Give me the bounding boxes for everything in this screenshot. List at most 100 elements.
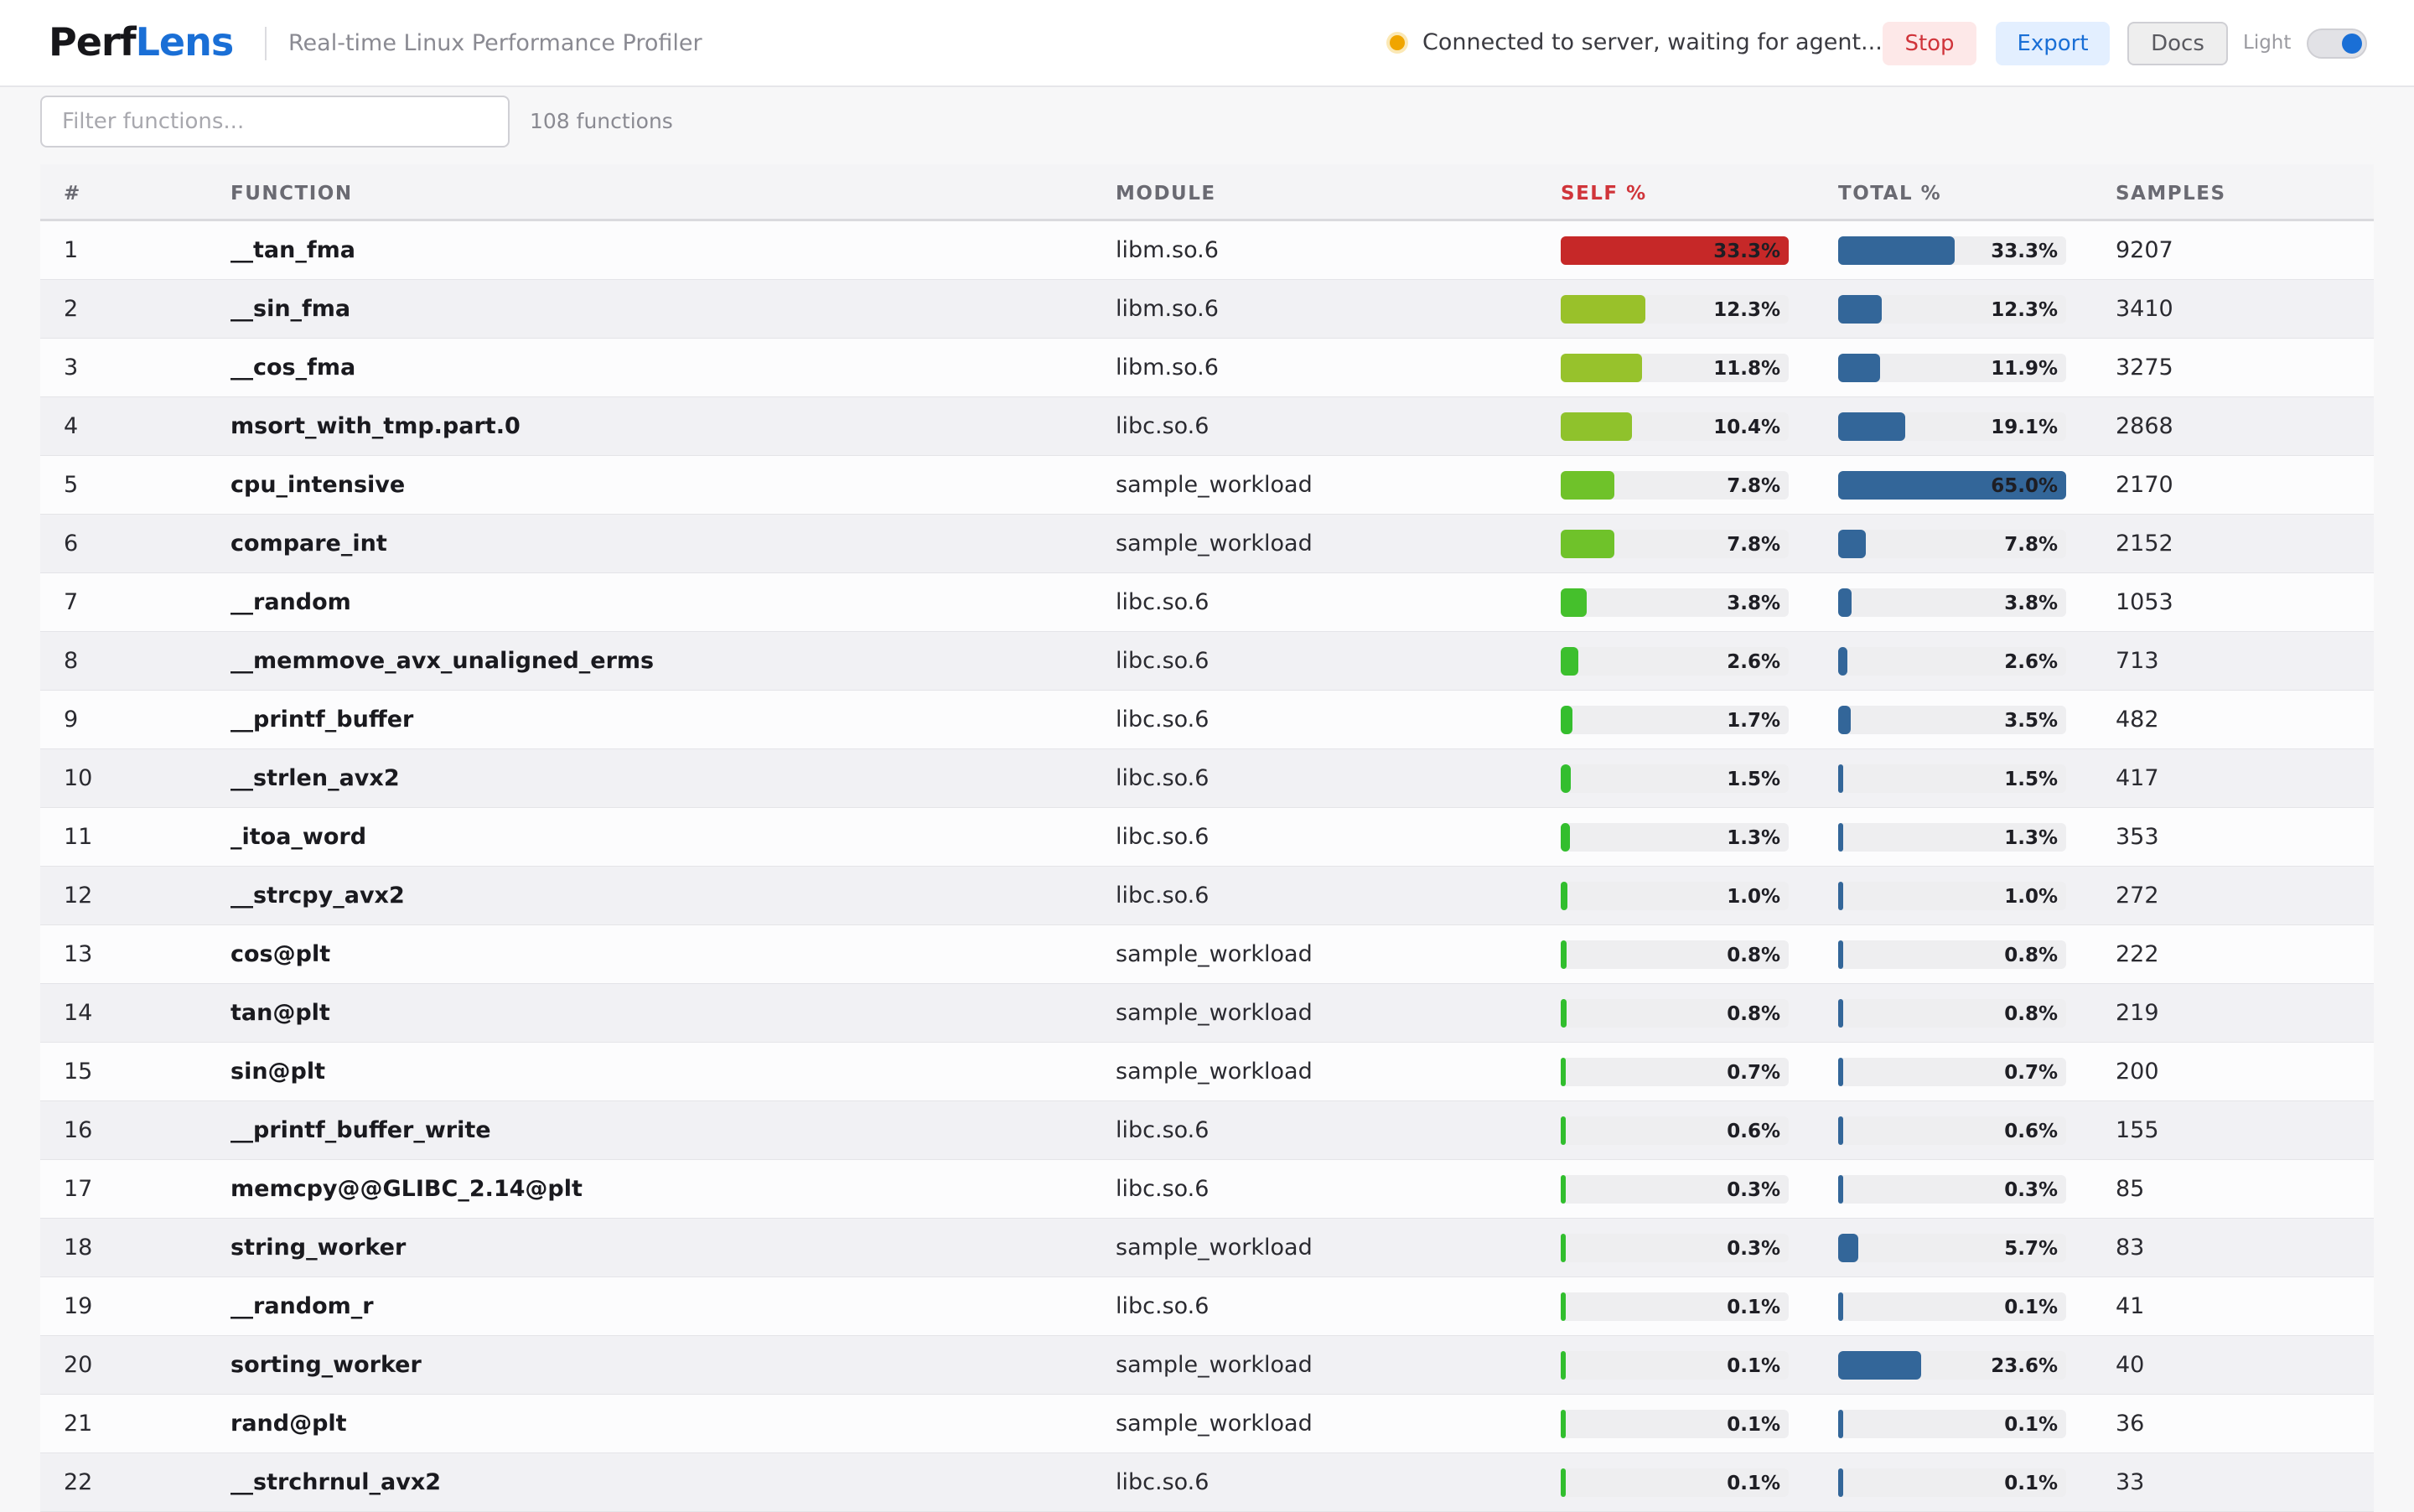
table-row[interactable]: 8 __memmove_avx_unaligned_erms libc.so.6 2.… <box>40 632 2374 691</box>
module-name: libc.so.6 <box>1116 765 1210 791</box>
row-index: 8 <box>64 648 79 674</box>
samples-count: 2170 <box>2116 472 2173 498</box>
samples-count: 41 <box>2116 1293 2145 1319</box>
column-header-function[interactable]: FUNCTION <box>231 183 353 205</box>
table-row[interactable]: 19 __random_r libc.so.6 0.1% 0.1% 41 <box>40 1277 2374 1336</box>
samples-count: 36 <box>2116 1411 2145 1437</box>
total-percent-bar-fill <box>1838 295 1882 324</box>
function-name: __sin_fma <box>231 296 351 322</box>
filter-functions-input[interactable] <box>40 96 510 148</box>
stop-button[interactable]: Stop <box>1883 22 1976 65</box>
self-percent-bar: 0.3% <box>1561 1175 1789 1204</box>
column-header-module[interactable]: MODULE <box>1116 183 1216 205</box>
module-name: sample_workload <box>1116 1000 1313 1026</box>
function-name: memcpy@@GLIBC_2.14@plt <box>231 1176 583 1202</box>
app-subtitle: Real-time Linux Performance Profiler <box>288 30 702 56</box>
function-name: sin@plt <box>231 1059 326 1085</box>
table-row[interactable]: 11 _itoa_word libc.so.6 1.3% 1.3% 353 <box>40 808 2374 867</box>
total-percent-bar: 0.1% <box>1838 1468 2066 1497</box>
module-name: sample_workload <box>1116 1235 1313 1261</box>
table-row[interactable]: 20 sorting_worker sample_workload 0.1% 23.6%… <box>40 1336 2374 1395</box>
module-name: sample_workload <box>1116 941 1313 967</box>
module-name: libc.so.6 <box>1116 707 1210 733</box>
self-percent-value: 10.4% <box>1713 417 1780 438</box>
table-row[interactable]: 12 __strcpy_avx2 libc.so.6 1.0% 1.0% 272 <box>40 867 2374 925</box>
self-percent-bar-fill <box>1561 1468 1566 1497</box>
total-percent-bar: 0.1% <box>1838 1410 2066 1438</box>
module-name: sample_workload <box>1116 531 1313 557</box>
samples-count: 83 <box>2116 1235 2145 1261</box>
self-percent-bar-fill <box>1561 1410 1566 1438</box>
row-index: 22 <box>64 1469 93 1495</box>
self-percent-bar: 1.7% <box>1561 706 1789 734</box>
function-name: sorting_worker <box>231 1352 422 1378</box>
total-percent-bar: 0.8% <box>1838 999 2066 1028</box>
table-row[interactable]: 18 string_worker sample_workload 0.3% 5.7% 83 <box>40 1219 2374 1277</box>
samples-count: 85 <box>2116 1176 2145 1202</box>
column-header-index[interactable]: # <box>64 183 81 205</box>
table-row[interactable]: 5 cpu_intensive sample_workload 7.8% 65.0% 21… <box>40 456 2374 515</box>
self-percent-bar-fill <box>1561 1058 1566 1086</box>
self-percent-bar-fill <box>1561 1116 1566 1145</box>
module-name: sample_workload <box>1116 1411 1313 1437</box>
self-percent-bar: 10.4% <box>1561 412 1789 441</box>
theme-toggle[interactable] <box>2307 28 2367 59</box>
total-percent-value: 0.8% <box>2004 1003 2058 1025</box>
self-percent-value: 11.8% <box>1713 358 1780 380</box>
table-row[interactable]: 2 __sin_fma libm.so.6 12.3% 12.3% 3410 <box>40 280 2374 339</box>
column-header-total[interactable]: TOTAL % <box>1838 183 1942 205</box>
table-row[interactable]: 6 compare_int sample_workload 7.8% 7.8% 2152 <box>40 515 2374 573</box>
export-button[interactable]: Export <box>1996 22 2110 65</box>
table-row[interactable]: 7 __random libc.so.6 3.8% 3.8% 1053 <box>40 573 2374 632</box>
self-percent-bar: 3.8% <box>1561 588 1789 617</box>
table-row[interactable]: 15 sin@plt sample_workload 0.7% 0.7% 200 <box>40 1043 2374 1101</box>
module-name: libc.so.6 <box>1116 1293 1210 1319</box>
row-index: 9 <box>64 707 79 733</box>
self-percent-bar: 7.8% <box>1561 530 1789 558</box>
column-header-samples[interactable]: SAMPLES <box>2116 183 2226 205</box>
total-percent-value: 3.8% <box>2004 593 2058 614</box>
total-percent-bar-fill <box>1838 823 1843 852</box>
table-row[interactable]: 13 cos@plt sample_workload 0.8% 0.8% 222 <box>40 925 2374 984</box>
table-row[interactable]: 4 msort_with_tmp.part.0 libc.so.6 10.4% 19.1… <box>40 397 2374 456</box>
total-percent-bar: 1.0% <box>1838 882 2066 910</box>
function-count: 108 functions <box>530 109 673 133</box>
table-row[interactable]: 9 __printf_buffer libc.so.6 1.7% 3.5% 482 <box>40 691 2374 749</box>
self-percent-bar-fill <box>1561 764 1571 793</box>
self-percent-value: 0.1% <box>1727 1414 1780 1436</box>
table-row[interactable]: 22 __strchrnul_avx2 libc.so.6 0.1% 0.1% 33 <box>40 1453 2374 1512</box>
column-header-self[interactable]: SELF % <box>1561 183 1647 205</box>
table-row[interactable]: 16 __printf_buffer_write libc.so.6 0.6% 0.6%… <box>40 1101 2374 1160</box>
self-percent-bar-fill <box>1561 354 1642 382</box>
total-percent-value: 0.7% <box>2004 1062 2058 1084</box>
total-percent-value: 0.1% <box>2004 1414 2058 1436</box>
module-name: sample_workload <box>1116 472 1313 498</box>
total-percent-value: 5.7% <box>2004 1238 2058 1260</box>
table-row[interactable]: 17 memcpy@@GLIBC_2.14@plt libc.so.6 0.3% 0.3… <box>40 1160 2374 1219</box>
total-percent-value: 0.1% <box>2004 1473 2058 1494</box>
module-name: libc.so.6 <box>1116 1117 1210 1143</box>
row-index: 14 <box>64 1000 93 1026</box>
row-index: 7 <box>64 589 79 615</box>
theme-label: Light <box>2243 32 2292 54</box>
module-name: sample_workload <box>1116 1352 1313 1378</box>
self-percent-bar-fill <box>1561 295 1645 324</box>
self-percent-bar: 1.5% <box>1561 764 1789 793</box>
total-percent-value: 19.1% <box>1991 417 2058 438</box>
function-name: compare_int <box>231 531 387 557</box>
self-percent-bar: 0.8% <box>1561 999 1789 1028</box>
total-percent-bar: 0.8% <box>1838 940 2066 969</box>
docs-button[interactable]: Docs <box>2127 22 2228 65</box>
table-row[interactable]: 10 __strlen_avx2 libc.so.6 1.5% 1.5% 417 <box>40 749 2374 808</box>
table-row[interactable]: 1 __tan_fma libm.so.6 33.3% 33.3% 9207 <box>40 221 2374 280</box>
table-row[interactable]: 21 rand@plt sample_workload 0.1% 0.1% 36 <box>40 1395 2374 1453</box>
table-row[interactable]: 14 tan@plt sample_workload 0.8% 0.8% 219 <box>40 984 2374 1043</box>
function-name: cpu_intensive <box>231 472 406 498</box>
total-percent-value: 0.8% <box>2004 945 2058 966</box>
table-row[interactable]: 3 __cos_fma libm.so.6 11.8% 11.9% 3275 <box>40 339 2374 397</box>
samples-count: 9207 <box>2116 237 2173 263</box>
self-percent-bar: 1.3% <box>1561 823 1789 852</box>
samples-count: 482 <box>2116 707 2159 733</box>
total-percent-bar: 7.8% <box>1838 530 2066 558</box>
functions-table: # FUNCTION MODULE SELF % TOTAL % SAMPLES… <box>40 164 2374 1512</box>
